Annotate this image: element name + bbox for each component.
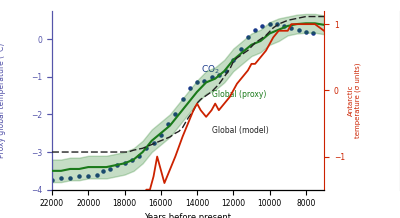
Point [252,28,258,31]
Point [310,32,316,35]
Point [143,146,150,150]
Point [114,164,120,167]
Point [121,162,128,165]
Point [94,173,100,176]
Point [136,154,142,158]
Point [274,22,280,26]
Point [76,175,82,178]
Point [107,167,113,171]
Point [194,81,200,84]
Point [172,113,178,116]
Point [281,24,287,28]
Point [58,177,64,180]
Point [266,22,273,26]
Point [216,73,222,77]
Text: Global (proxy): Global (proxy) [212,90,266,99]
Point [158,133,164,137]
Point [259,24,266,28]
Y-axis label: Antarctic
temperature (σ units): Antarctic temperature (σ units) [348,63,361,138]
Point [201,79,208,82]
Point [100,169,106,173]
Point [296,28,302,31]
Point [165,122,171,126]
Point [303,30,309,33]
Point [67,177,73,180]
Point [223,69,229,73]
Text: Global (model): Global (model) [212,126,268,135]
Point [179,98,186,101]
Text: CO$_2$: CO$_2$ [201,64,220,77]
Point [245,36,251,39]
Point [150,141,157,144]
Point [230,58,236,61]
Point [85,175,92,178]
X-axis label: Years before present: Years before present [144,213,232,218]
Point [288,26,294,30]
Point [128,158,135,161]
Point [49,179,55,182]
Point [237,47,244,50]
Point [187,86,193,90]
Point [208,75,215,78]
Y-axis label: Proxy global temperature (°C): Proxy global temperature (°C) [0,43,6,158]
